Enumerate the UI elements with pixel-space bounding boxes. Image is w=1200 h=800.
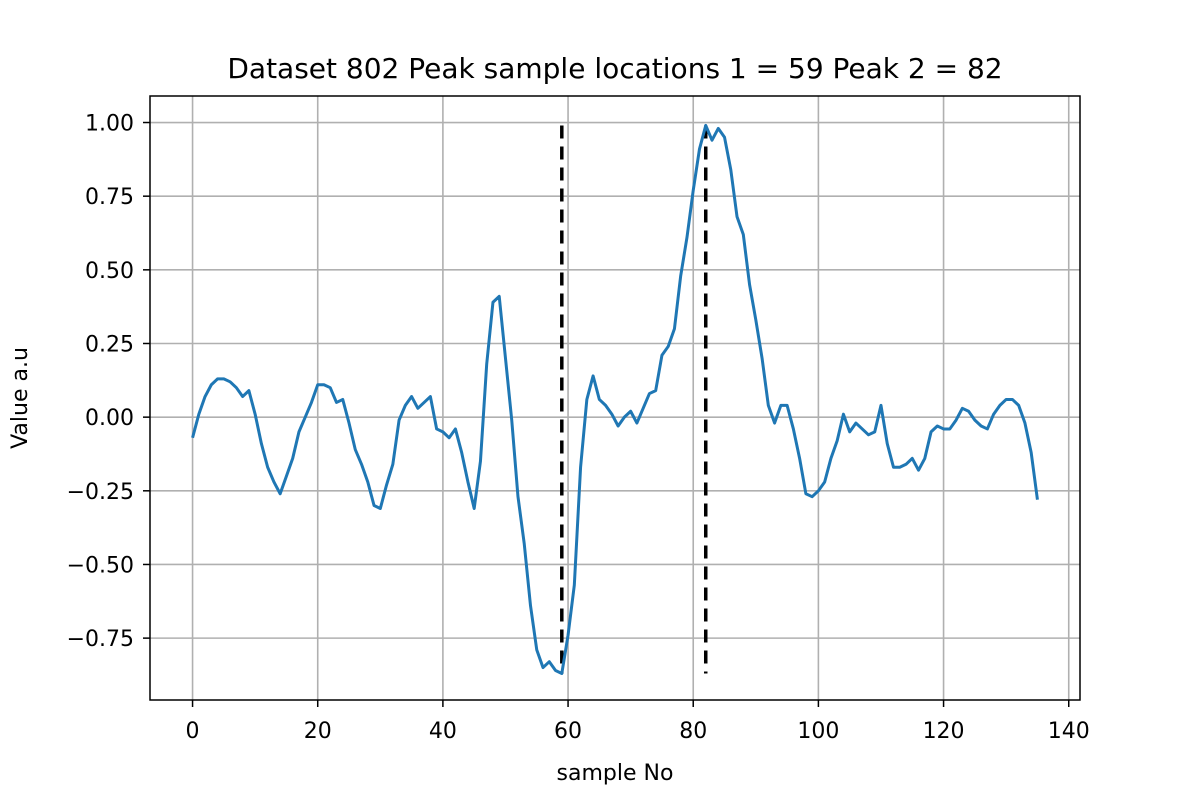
plot-area xyxy=(150,96,1080,700)
peak-markers xyxy=(560,125,708,674)
y-tick-label: −0.25 xyxy=(67,480,134,505)
y-tick-label: 0.75 xyxy=(85,185,134,210)
y-tick-label: −0.50 xyxy=(67,553,134,578)
series-line xyxy=(191,123,1039,675)
x-tick-label: 120 xyxy=(923,719,965,744)
y-tick-label: 1.00 xyxy=(85,112,134,137)
x-tick-label: 100 xyxy=(797,719,839,744)
plot-frame xyxy=(149,95,1081,701)
x-tick-label: 140 xyxy=(1048,719,1090,744)
grid xyxy=(150,96,1080,700)
x-tick-label: 80 xyxy=(679,719,707,744)
y-tick-label: 0.50 xyxy=(85,259,134,284)
x-tick-label: 20 xyxy=(304,719,332,744)
x-tick-label: 60 xyxy=(554,719,582,744)
axis-ticks: 0 20 40 60 80 100 120 140 1.00 0.75 0.50 0.25 0.00 −0… xyxy=(67,112,1090,744)
y-axis-label: Value a.u xyxy=(8,347,33,449)
y-tick-label: 0.25 xyxy=(85,332,134,357)
x-tick-label: 0 xyxy=(186,719,200,744)
y-tick-label: 0.00 xyxy=(85,406,134,431)
chart-title: Dataset 802 Peak sample locations 1 = 59… xyxy=(227,52,1002,85)
x-tick-label: 40 xyxy=(429,719,457,744)
x-axis-label: sample No xyxy=(557,761,674,786)
y-tick-label: −0.75 xyxy=(67,627,134,652)
